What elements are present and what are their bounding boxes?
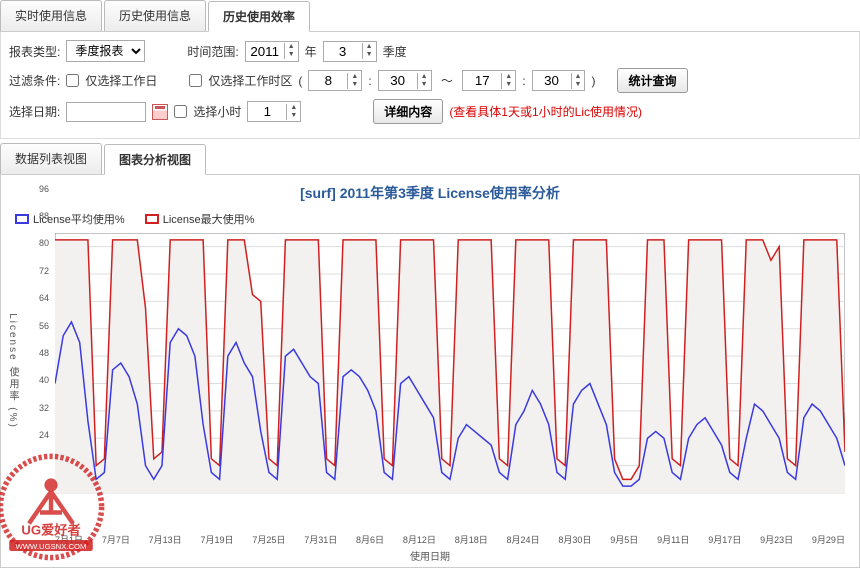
h2-spinner[interactable]: ▲▼ xyxy=(462,70,516,91)
top-tabs: 实时使用信息历史使用信息历史使用效率 xyxy=(0,0,860,32)
y-axis-label: License 使用率 (%) xyxy=(5,313,20,429)
h1-spinner[interactable]: ▲▼ xyxy=(308,70,362,91)
query-button[interactable]: 统计查询 xyxy=(617,68,687,93)
m2-spinner[interactable]: ▲▼ xyxy=(532,70,586,91)
select-date-label: 选择日期: xyxy=(9,103,60,120)
chart-panel: [surf] 2011年第3季度 License使用率分析 License平均使… xyxy=(0,175,860,568)
filter-cond-label: 过滤条件: xyxy=(9,72,60,89)
m1-spinner[interactable]: ▲▼ xyxy=(378,70,432,91)
filter-panel: 报表类型: 季度报表 时间范围: ▲▼ 年 ▲▼ 季度 过滤条件: 仅选择工作日… xyxy=(0,32,860,139)
select-hour-label: 选择小时 xyxy=(193,103,241,120)
date-input[interactable] xyxy=(66,102,146,122)
time-range-label: 时间范围: xyxy=(187,43,238,60)
year-unit: 年 xyxy=(305,43,317,60)
tab-图表分析视图[interactable]: 图表分析视图 xyxy=(104,144,206,175)
workhour-checkbox[interactable] xyxy=(189,74,202,87)
legend-item: License最大使用% xyxy=(145,211,255,227)
chart-legend: License平均使用%License最大使用% xyxy=(5,211,855,227)
calendar-icon[interactable] xyxy=(152,104,168,120)
detail-button[interactable]: 详细内容 xyxy=(373,99,443,124)
y-axis-ticks: 24324048566472808896 xyxy=(31,175,49,435)
x-axis-ticks: 7月1日7月7日7月13日7月19日7月25日7月31日8月6日8月12日8月1… xyxy=(55,533,845,546)
chart-svg xyxy=(55,233,845,503)
tab-历史使用效率[interactable]: 历史使用效率 xyxy=(208,1,310,32)
report-type-label: 报表类型: xyxy=(9,43,60,60)
workday-checkbox[interactable] xyxy=(66,74,79,87)
report-type-select[interactable]: 季度报表 xyxy=(66,40,145,62)
tab-数据列表视图[interactable]: 数据列表视图 xyxy=(0,143,102,174)
hour-spinner[interactable]: ▲▼ xyxy=(247,101,301,122)
workday-label: 仅选择工作日 xyxy=(85,72,157,89)
x-axis-label: 使用日期 xyxy=(5,548,855,563)
quarter-spinner[interactable]: ▲▼ xyxy=(323,41,377,62)
tab-实时使用信息[interactable]: 实时使用信息 xyxy=(0,0,102,31)
chart-title: [surf] 2011年第3季度 License使用率分析 xyxy=(5,183,855,203)
tab-历史使用信息[interactable]: 历史使用信息 xyxy=(104,0,206,31)
quarter-unit: 季度 xyxy=(383,43,407,60)
workhour-label: 仅选择工作时区 xyxy=(208,72,292,89)
hint-text: (查看具体1天或1小时的Lic使用情况) xyxy=(449,103,642,120)
chart-plot-area xyxy=(55,233,845,533)
year-spinner[interactable]: ▲▼ xyxy=(245,41,299,62)
sub-tabs: 数据列表视图图表分析视图 xyxy=(0,143,860,175)
select-hour-checkbox[interactable] xyxy=(174,105,187,118)
